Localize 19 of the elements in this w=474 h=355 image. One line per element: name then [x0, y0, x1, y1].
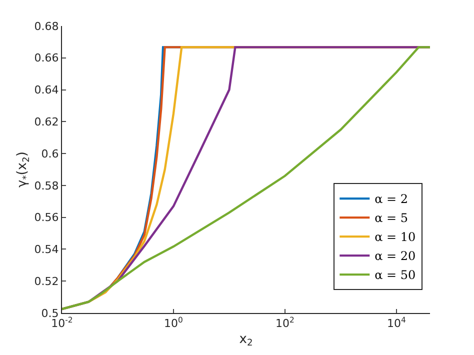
y-tick-label: 0.66	[34, 52, 59, 65]
y-tick-label: 0.56	[34, 211, 59, 224]
x-tick-label: 10$^{0}$	[164, 316, 184, 330]
legend-label: α = 10	[374, 230, 416, 244]
y-tick-label: 0.54	[34, 243, 59, 256]
x-tick-label: 10$^{4}$	[386, 316, 406, 330]
y-tick-label: 0.68	[34, 20, 59, 33]
legend-label: α = 2	[374, 192, 408, 206]
legend-label: α = 5	[374, 211, 408, 226]
y-tick-label: 0.58	[34, 179, 59, 192]
y-tick-label: 0.52	[34, 274, 59, 288]
x-axis-title: x$_{2}$	[239, 332, 253, 349]
legend-label: α = 50	[374, 268, 416, 282]
y-tick-label: 0.64	[34, 84, 59, 97]
y-tick-label: 0.6	[41, 147, 59, 160]
legend-label: α = 20	[374, 249, 416, 264]
y-tick-label: 0.62	[34, 116, 59, 129]
x-tick-label: 10$^{2}$	[276, 316, 295, 330]
y-tick-label: 0.5	[41, 306, 59, 320]
